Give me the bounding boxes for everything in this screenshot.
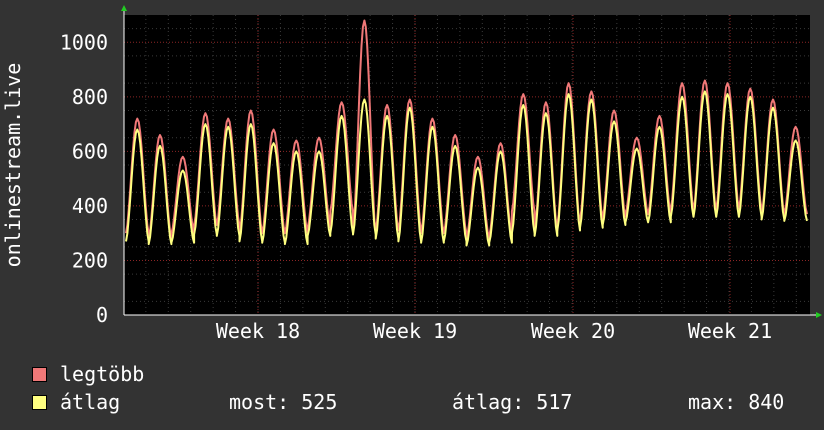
legend-label-avg: átlag: [60, 390, 121, 414]
y-tick-label: 0: [96, 303, 108, 327]
x-tick-label: Week 21: [688, 319, 772, 343]
stat-current: most: 525: [229, 390, 338, 414]
y-tick-label: 1000: [60, 30, 108, 54]
legend-swatch-avg: [32, 394, 47, 410]
y-axis-arrow: [121, 5, 127, 11]
stat-maximum: max: 840: [688, 390, 785, 414]
stat-average: átlag: 517: [452, 390, 573, 414]
legend-item-max: legtöbb: [32, 362, 144, 386]
series-line-max: [125, 19, 808, 240]
plot-area: [124, 15, 810, 315]
x-tick-label: Week 18: [216, 319, 300, 343]
legend-swatch-max: [32, 366, 47, 382]
y-tick-label: 600: [72, 139, 108, 163]
y-tick-label: 400: [72, 194, 108, 218]
y-tick-label: 200: [72, 248, 108, 272]
x-tick-label: Week 19: [373, 319, 457, 343]
legend-item-avg: átlag: [32, 390, 120, 414]
y-tick-label: 800: [72, 85, 108, 109]
legend-label-max: legtöbb: [60, 362, 145, 386]
y-axis-label: onlinestream.live: [1, 62, 25, 268]
series-line-avg: [125, 90, 808, 247]
x-tick-label: Week 20: [531, 319, 615, 343]
x-axis-arrow: [816, 312, 822, 318]
